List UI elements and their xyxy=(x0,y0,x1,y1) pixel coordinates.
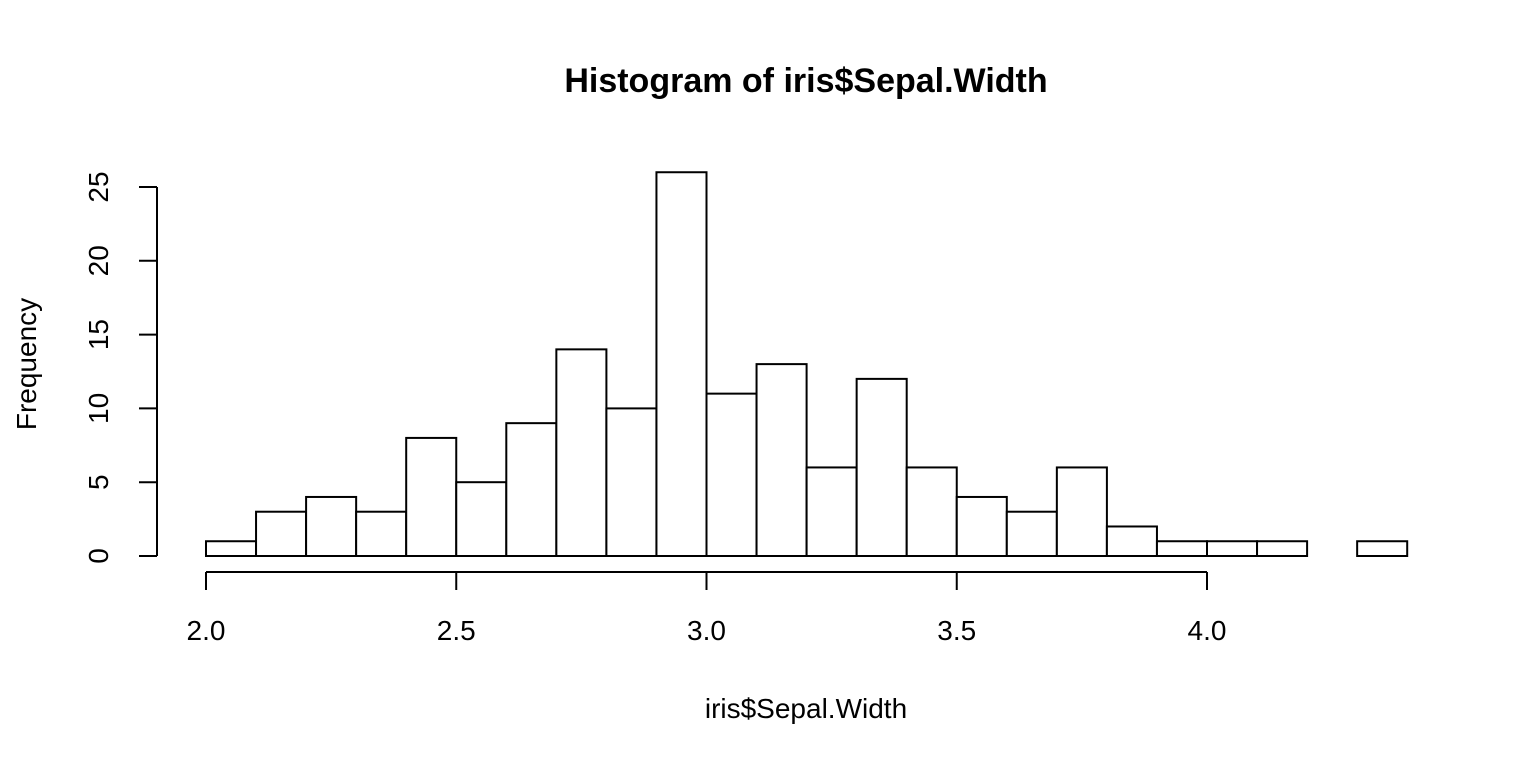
y-tick-label: 25 xyxy=(83,171,114,202)
histogram-bar xyxy=(1055,466,1108,557)
x-axis: 2.0 2.5 3.0 3.5 4.0 xyxy=(187,571,1227,646)
histogram-bar xyxy=(355,510,408,557)
histogram-bar xyxy=(1206,540,1259,557)
histogram-bar xyxy=(305,495,358,557)
histogram-bar xyxy=(955,495,1008,557)
y-tick-label: 15 xyxy=(83,319,114,350)
histogram-bar xyxy=(805,466,858,557)
histogram-bar xyxy=(455,481,508,558)
histogram-bar xyxy=(605,407,658,557)
histogram-bar xyxy=(1155,540,1208,557)
y-tick-label: 10 xyxy=(83,393,114,424)
y-tick-label: 5 xyxy=(83,474,114,490)
bars-group xyxy=(205,171,1409,558)
x-tick-label: 2.0 xyxy=(187,615,226,646)
histogram-bar xyxy=(1356,540,1409,557)
y-axis-label: Frequency xyxy=(11,298,42,430)
histogram-bar xyxy=(1105,525,1158,557)
histogram-bar xyxy=(405,436,458,558)
y-tick-label: 20 xyxy=(83,245,114,276)
histogram-bar xyxy=(755,363,808,557)
histogram-bar xyxy=(255,510,308,557)
y-tick-label: 0 xyxy=(83,548,114,564)
histogram-bar xyxy=(855,377,908,557)
histogram-bar xyxy=(1256,540,1309,557)
x-tick-label: 2.5 xyxy=(437,615,476,646)
x-tick-label: 4.0 xyxy=(1188,615,1227,646)
histogram-bar xyxy=(905,466,958,557)
histogram-bar xyxy=(205,540,258,557)
x-tick-label: 3.5 xyxy=(937,615,976,646)
x-axis-label: iris$Sepal.Width xyxy=(705,693,907,724)
x-tick-label: 3.0 xyxy=(687,615,726,646)
histogram-bar xyxy=(1005,510,1058,557)
histogram-bar xyxy=(555,348,608,557)
histogram-bar xyxy=(505,422,558,557)
chart-title: Histogram of iris$Sepal.Width xyxy=(564,62,1047,100)
histogram-bar xyxy=(705,392,758,558)
histogram-bar xyxy=(655,171,708,558)
y-axis: 0 5 10 15 20 25 xyxy=(83,171,158,564)
